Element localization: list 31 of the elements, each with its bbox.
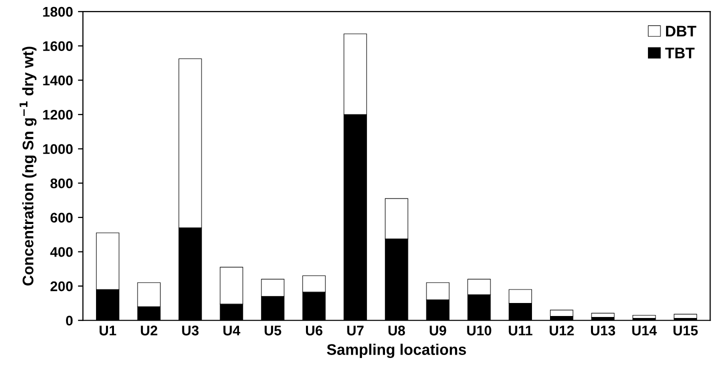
y-tick-label: 1400 bbox=[43, 76, 73, 86]
y-tick-label: 1000 bbox=[43, 144, 73, 154]
legend-label: DBT bbox=[666, 26, 696, 36]
x-tick-label: U12 bbox=[550, 326, 574, 336]
x-tick-label: U3 bbox=[182, 326, 199, 336]
y-tick-label: 200 bbox=[50, 281, 73, 292]
y-tick-label: 400 bbox=[50, 247, 73, 257]
y-tick-label: 0 bbox=[66, 316, 73, 326]
bar bbox=[550, 310, 574, 317]
bar bbox=[591, 312, 615, 318]
y-tick-label: 1800 bbox=[43, 6, 73, 17]
x-tick-label: U2 bbox=[140, 326, 158, 336]
x-tick-label: U1 bbox=[100, 326, 116, 336]
x-tick-label: U10 bbox=[467, 326, 492, 336]
y-tick-label: 600 bbox=[50, 212, 73, 223]
y-axis-title: Concentration (ng Sn g$^{−1}$ dry wt) bbox=[20, 46, 37, 286]
legend-label: TBT bbox=[665, 48, 695, 58]
x-tick-label: U7 bbox=[347, 326, 364, 336]
x-axis-title: Sampling locations bbox=[326, 344, 466, 358]
x-tick-label: U5 bbox=[264, 326, 282, 336]
x-tick-label: U11 bbox=[508, 326, 532, 336]
x-tick-label: U13 bbox=[590, 326, 616, 336]
x-tick-label: U14 bbox=[632, 326, 657, 336]
y-tick-label: 1600 bbox=[43, 41, 73, 52]
x-tick-label: U9 bbox=[430, 326, 446, 336]
y-tick-label: 800 bbox=[50, 178, 73, 188]
x-tick-label: U6 bbox=[306, 326, 322, 336]
x-tick-label: U15 bbox=[674, 326, 698, 336]
x-tick-label: U4 bbox=[223, 326, 240, 336]
x-tick-label: U8 bbox=[388, 326, 405, 336]
y-tick-label: 1200 bbox=[43, 110, 73, 120]
